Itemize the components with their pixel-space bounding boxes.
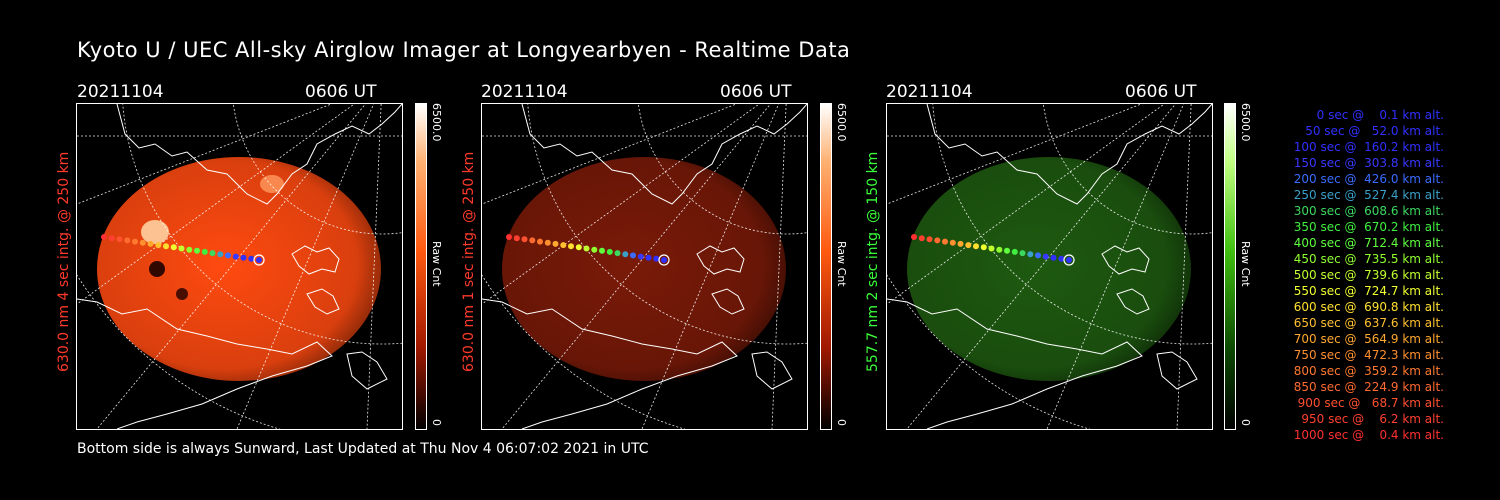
legend-item: 800 sec @ 359.2 km alt. (1289, 364, 1444, 378)
panel-1-cbar-unit: Raw Cnt (430, 241, 443, 287)
panel-3-time: 0606 UT (1125, 82, 1197, 102)
legend-item: 150 sec @ 303.8 km alt. (1289, 156, 1444, 170)
legend-item: 900 sec @ 68.7 km alt. (1293, 396, 1444, 410)
legend-item: 0 sec @ 0.1 km alt. (1305, 108, 1444, 122)
legend-item: 650 sec @ 637.6 km alt. (1289, 316, 1444, 330)
panel-2-cbar-min: 0 (835, 419, 848, 426)
legend-item: 450 sec @ 735.5 km alt. (1289, 252, 1444, 266)
panel-1-cbar-max: 6500.0 (430, 103, 443, 142)
panel-2-cbar-unit: Raw Cnt (835, 241, 848, 287)
legend-item: 250 sec @ 527.4 km alt. (1289, 188, 1444, 202)
panel-1-colorbar (415, 103, 427, 430)
legend-item: 700 sec @ 564.9 km alt. (1289, 332, 1444, 346)
legend-item: 950 sec @ 6.2 km alt. (1297, 412, 1444, 426)
panel-2-time: 0606 UT (720, 82, 792, 102)
panel-1-label: 630.0 nm 4 sec intg. @ 250 km (56, 151, 72, 372)
panel-1-date: 20211104 (77, 82, 164, 102)
legend-item: 400 sec @ 712.4 km alt. (1289, 236, 1444, 250)
panel-2-label: 630.0 nm 1 sec intg. @ 250 km (461, 151, 477, 372)
page-title: Kyoto U / UEC All-sky Airglow Imager at … (77, 38, 851, 62)
panel-3-cbar-unit: Raw Cnt (1239, 241, 1252, 287)
trajectory-legend: 0 sec @ 0.1 km alt. 50 sec @ 52.0 km alt… (1262, 107, 1444, 443)
panel-2-date: 20211104 (481, 82, 568, 102)
panel-1-image (76, 103, 403, 430)
panel-3-cbar-max: 6500.0 (1239, 103, 1252, 142)
panel-3-image (886, 103, 1213, 430)
panel-3-colorbar (1224, 103, 1236, 430)
legend-item: 50 sec @ 52.0 km alt. (1297, 124, 1444, 138)
legend-item: 600 sec @ 690.8 km alt. (1289, 300, 1444, 314)
panel-2-colorbar (820, 103, 832, 430)
legend-item: 550 sec @ 724.7 km alt. (1289, 284, 1444, 298)
legend-item: 100 sec @ 160.2 km alt. (1289, 140, 1444, 154)
panel-1-cbar-min: 0 (430, 419, 443, 426)
legend-item: 300 sec @ 608.6 km alt. (1289, 204, 1444, 218)
panel-1-time: 0606 UT (305, 82, 377, 102)
legend-item: 350 sec @ 670.2 km alt. (1289, 220, 1444, 234)
panel-3-label: 557.7 nm 2 sec intg. @ 150 km (865, 151, 881, 372)
legend-item: 1000 sec @ 0.4 km alt. (1293, 428, 1444, 442)
panel-3-cbar-min: 0 (1239, 419, 1252, 426)
legend-item: 750 sec @ 472.3 km alt. (1289, 348, 1444, 362)
panel-3-date: 20211104 (886, 82, 973, 102)
panel-2-cbar-max: 6500.0 (835, 103, 848, 142)
legend-item: 500 sec @ 739.6 km alt. (1289, 268, 1444, 282)
panel-2-image (481, 103, 808, 430)
footer-note: Bottom side is always Sunward, Last Upda… (77, 441, 649, 457)
legend-item: 200 sec @ 426.0 km alt. (1289, 172, 1444, 186)
legend-item: 850 sec @ 224.9 km alt. (1289, 380, 1444, 394)
